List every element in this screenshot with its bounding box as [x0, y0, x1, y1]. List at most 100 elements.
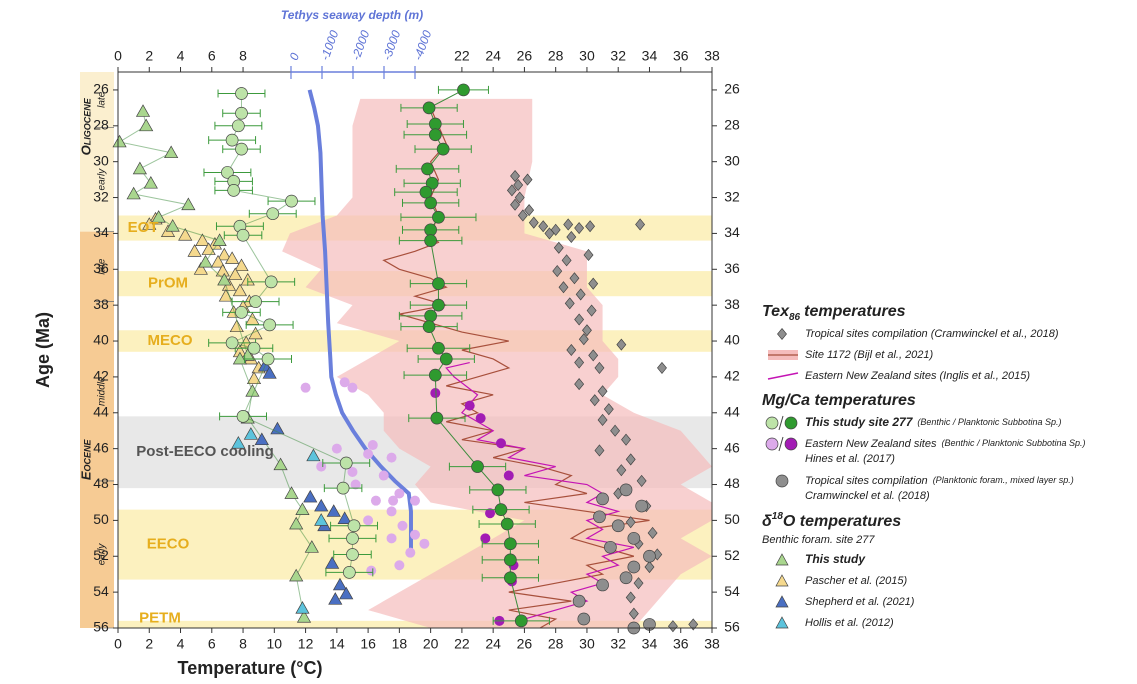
data-point [306, 448, 321, 462]
data-point [494, 503, 508, 516]
legend-label-text: Eastern New Zealand sites [805, 438, 937, 450]
y-tick-label: 36 [93, 260, 109, 276]
data-point [635, 218, 646, 231]
legend-label: This study [805, 552, 866, 566]
data-point [504, 553, 517, 567]
data-point [346, 548, 359, 561]
data-point [217, 272, 232, 286]
data-point [596, 578, 609, 592]
legend-marker [778, 415, 784, 431]
y-tick-label: 26 [93, 81, 109, 97]
epoch-label: Oligocene [78, 97, 93, 155]
data-point [574, 378, 585, 391]
data-point [430, 411, 444, 425]
data-point [422, 320, 436, 334]
x-tick-label-top: 28 [548, 48, 564, 64]
data-point [363, 515, 374, 526]
data-point [504, 537, 517, 551]
data-point [316, 461, 327, 472]
data-point [232, 119, 245, 133]
data-point [386, 506, 397, 517]
data-point [378, 470, 389, 481]
data-point [232, 351, 248, 365]
data-point [517, 209, 528, 222]
data-point [235, 142, 248, 156]
data-point [262, 366, 277, 379]
data-point [544, 227, 555, 240]
data-point [643, 549, 656, 563]
data-point [594, 444, 605, 457]
data-point [464, 400, 475, 411]
data-point [625, 453, 636, 466]
data-point [367, 440, 378, 451]
data-point [616, 464, 627, 477]
depth-tick-label: 0 [287, 51, 303, 62]
x-tick-label: 36 [673, 636, 689, 652]
y-tick-label: 38 [93, 296, 109, 312]
data-point [296, 610, 312, 623]
data-point [611, 519, 625, 533]
data-point [566, 343, 577, 357]
x-tick-label: 14 [329, 636, 345, 652]
data-point [583, 248, 594, 261]
legend-label-text: This study site 277 [805, 415, 914, 429]
band-label: PETM [139, 609, 181, 626]
data-point [510, 169, 520, 183]
x-tick-label-top: 38 [704, 48, 720, 64]
data-point [264, 275, 278, 289]
data-point [300, 382, 311, 393]
x-tick-label-top: 0 [114, 48, 122, 64]
data-point [236, 228, 250, 242]
data-point [457, 83, 470, 97]
data-point [235, 106, 248, 120]
data-point [339, 586, 354, 600]
data-point [370, 495, 381, 506]
data-point [424, 196, 437, 210]
legend-title-text: O temperatures [783, 513, 901, 530]
legend-title-text: Tex [762, 303, 790, 320]
data-point [386, 452, 397, 463]
legend-marker [765, 437, 779, 451]
data-point [424, 309, 437, 323]
data-point [424, 234, 437, 247]
x-tick-label: 34 [642, 636, 658, 652]
data-point [187, 244, 202, 257]
data-point [254, 432, 269, 446]
data-point [394, 488, 405, 499]
legend-label: Eastern New Zealand sites (Benthic / Plan… [805, 438, 1086, 450]
data-point [538, 220, 549, 233]
stage-label: late [97, 258, 108, 275]
data-point [657, 361, 667, 374]
y-tick-label-right: 44 [724, 403, 740, 419]
legend-marker [775, 616, 789, 629]
data-point [633, 577, 644, 590]
data-point [212, 233, 227, 246]
data-point [495, 438, 506, 449]
data-point [589, 394, 600, 407]
x-tick-label-top: 24 [485, 48, 501, 64]
data-point [236, 410, 250, 423]
data-point [503, 470, 514, 481]
y-tick-label-right: 40 [724, 332, 740, 348]
data-point [563, 218, 574, 231]
y-tick-label: 54 [93, 583, 109, 599]
stage-label: early [97, 543, 108, 566]
y-tick-label-right: 48 [724, 475, 740, 491]
legend-label: Shepherd et al. (2021) [805, 596, 915, 608]
data-point [480, 533, 491, 544]
legend-marker [767, 372, 799, 380]
epoch-bar [80, 72, 114, 232]
y-tick-label-right: 28 [724, 117, 740, 133]
band-label: Post-EECO cooling [136, 443, 274, 460]
data-point [514, 614, 528, 628]
data-point [135, 104, 151, 117]
data-point [273, 457, 288, 471]
depth-tick-label: -1000 [318, 28, 342, 62]
data-point [625, 591, 636, 604]
x-tick-label-top: 6 [208, 48, 216, 64]
data-point [337, 511, 352, 524]
data-point [558, 281, 569, 294]
data-point [513, 178, 524, 192]
data-point [564, 297, 575, 310]
data-point [421, 162, 434, 176]
